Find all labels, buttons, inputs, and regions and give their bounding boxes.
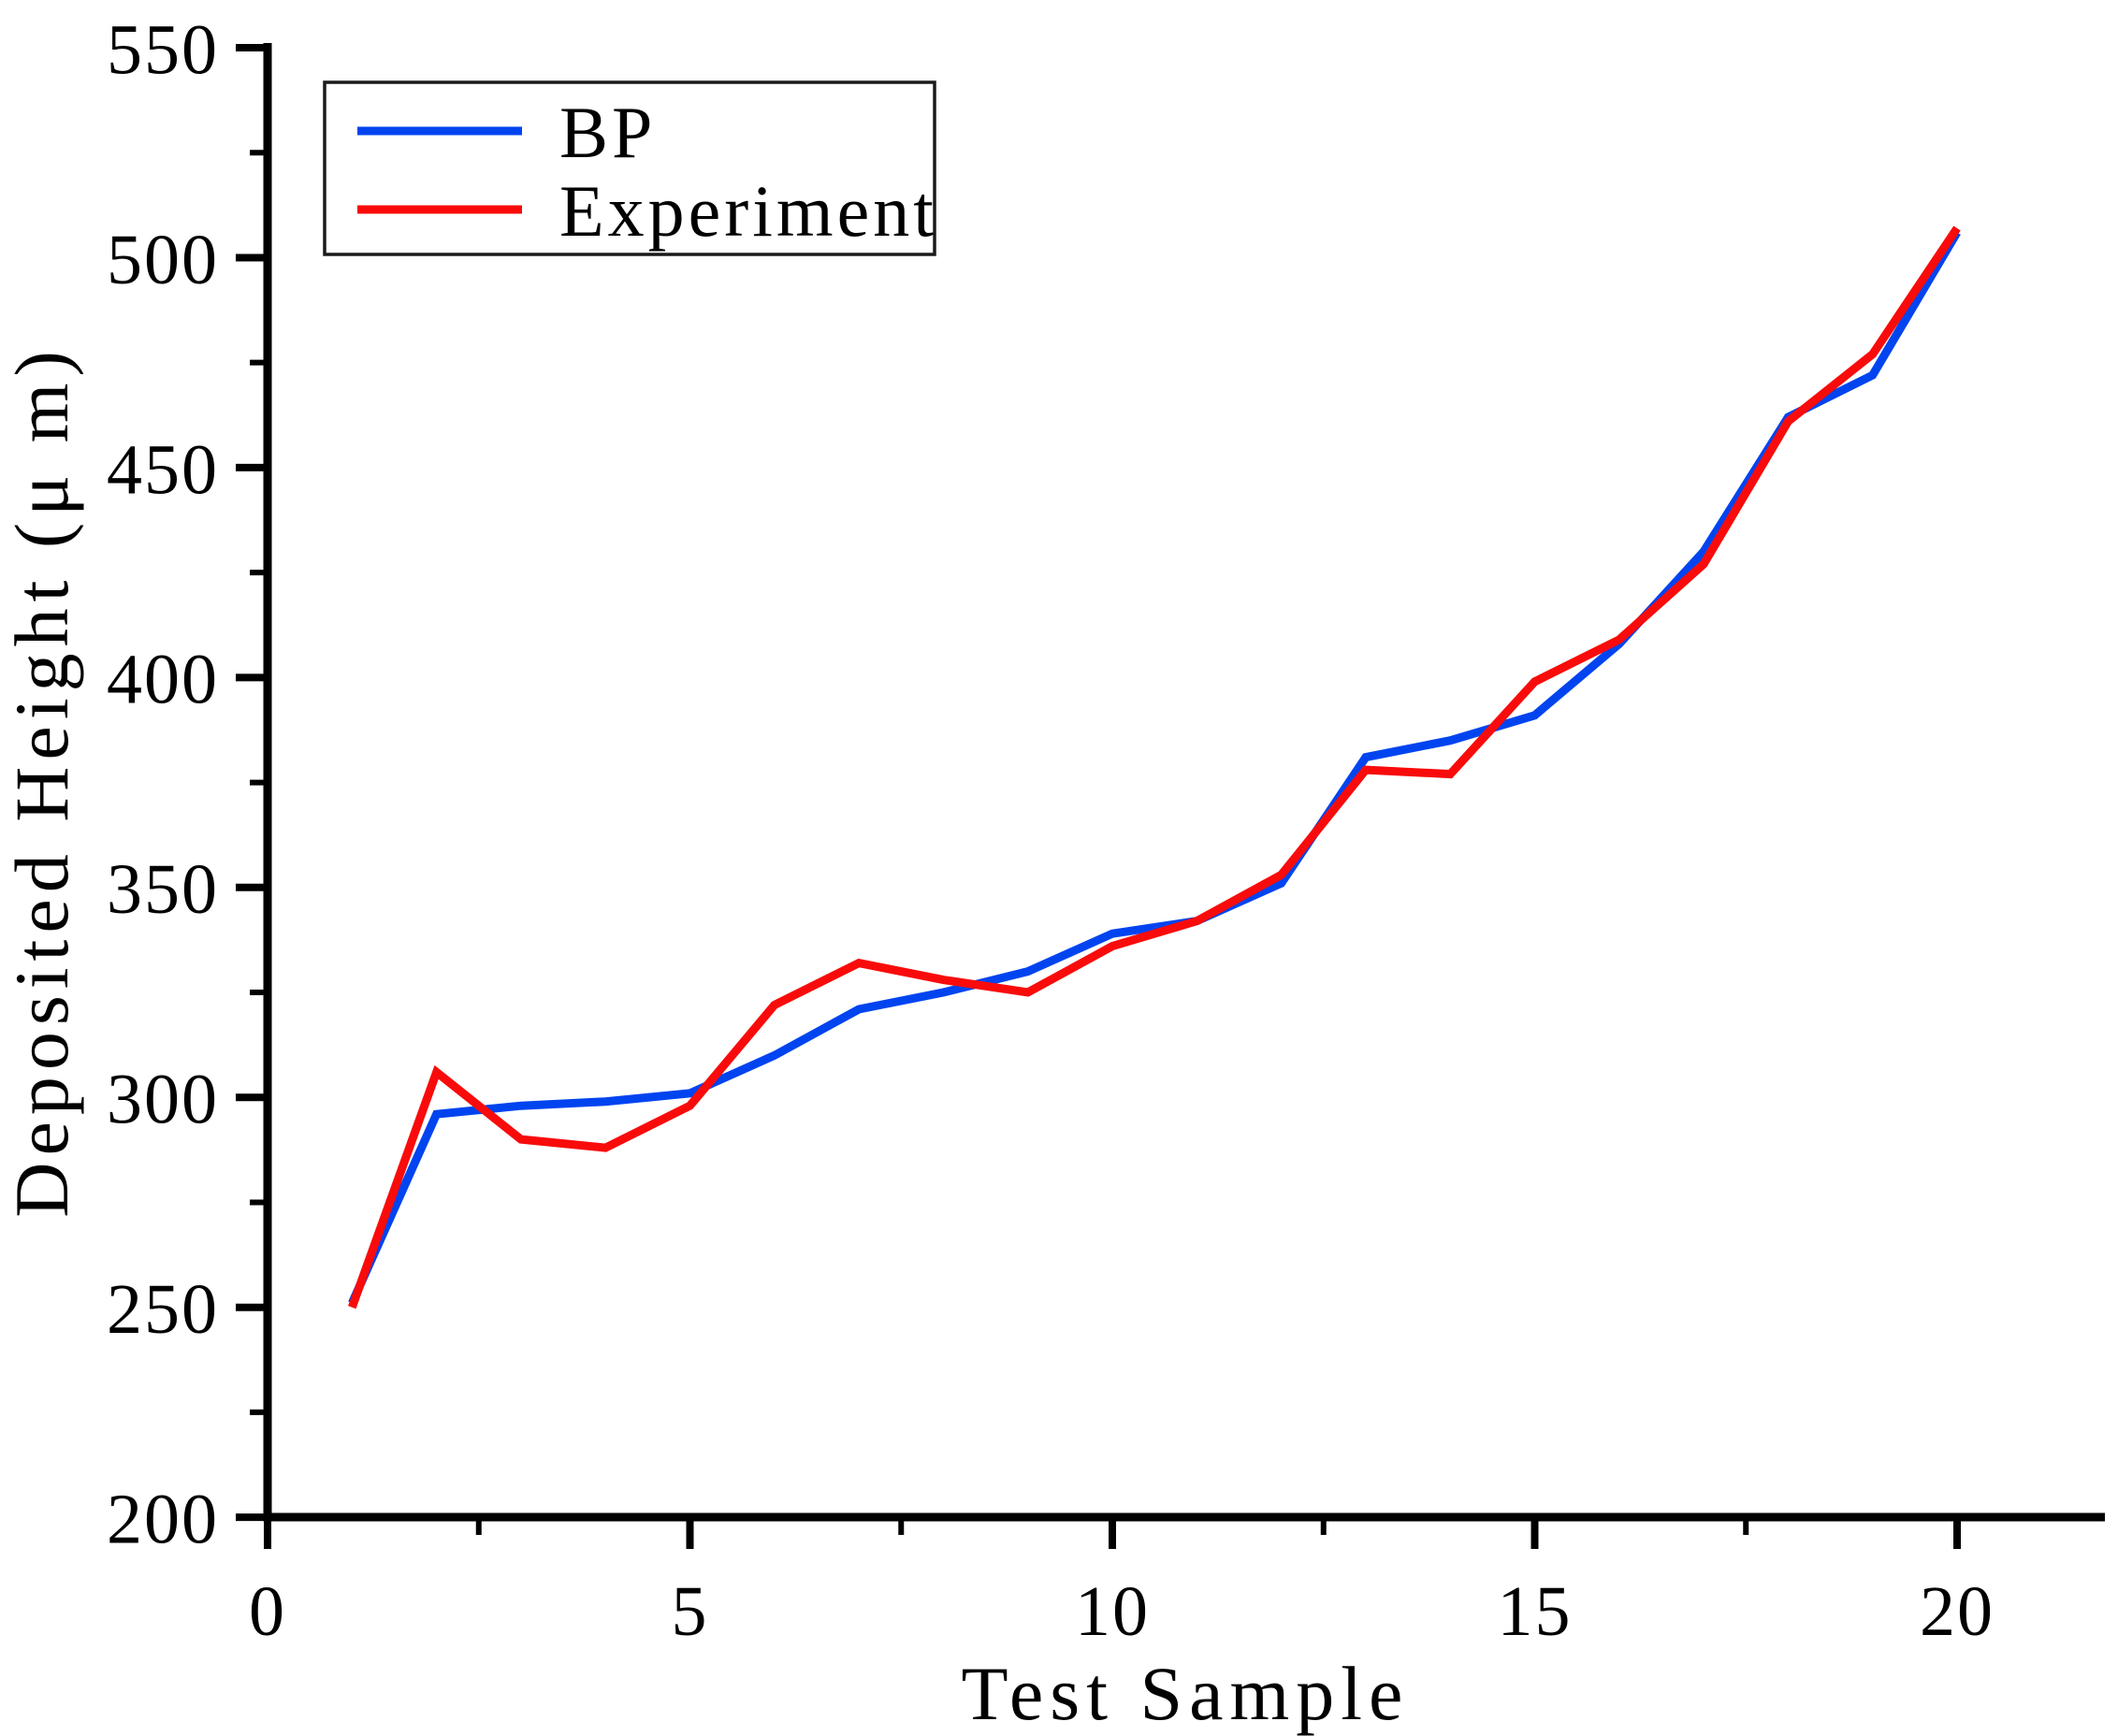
x-tick-label-5: 5 [672,1572,709,1651]
y-tick-label-400: 400 [107,641,219,719]
x-tick-label-0: 0 [249,1572,286,1651]
x-tick-label-10: 10 [1075,1572,1150,1651]
y-tick-label-350: 350 [107,850,219,929]
x-tick-label-15: 15 [1498,1572,1573,1651]
x-tick-label-20: 20 [1920,1572,1995,1651]
bp-line [348,230,1961,1306]
y-tick-label-450: 450 [107,430,219,509]
plot-area: 200 250 300 350 400 450 500 550 0 5 10 15 20 [107,10,2105,1651]
legend-label-experiment: Experiment [559,170,937,252]
legend-entry-bp: BP [357,92,656,173]
y-axis-title: Deposited Height (μ m) [0,344,84,1218]
legend-label-bp: BP [559,92,656,173]
legend-entry-experiment: Experiment [357,170,937,252]
legend-box [323,80,936,256]
y-tick-label-200: 200 [107,1481,219,1559]
y-tick-label-550: 550 [107,10,219,89]
x-axis-title: Test Sample [962,1651,1410,1736]
experiment-line [348,225,1961,1309]
y-tick-label-500: 500 [107,221,219,299]
y-tick-label-250: 250 [107,1270,219,1349]
y-tick-label-300: 300 [107,1061,219,1139]
